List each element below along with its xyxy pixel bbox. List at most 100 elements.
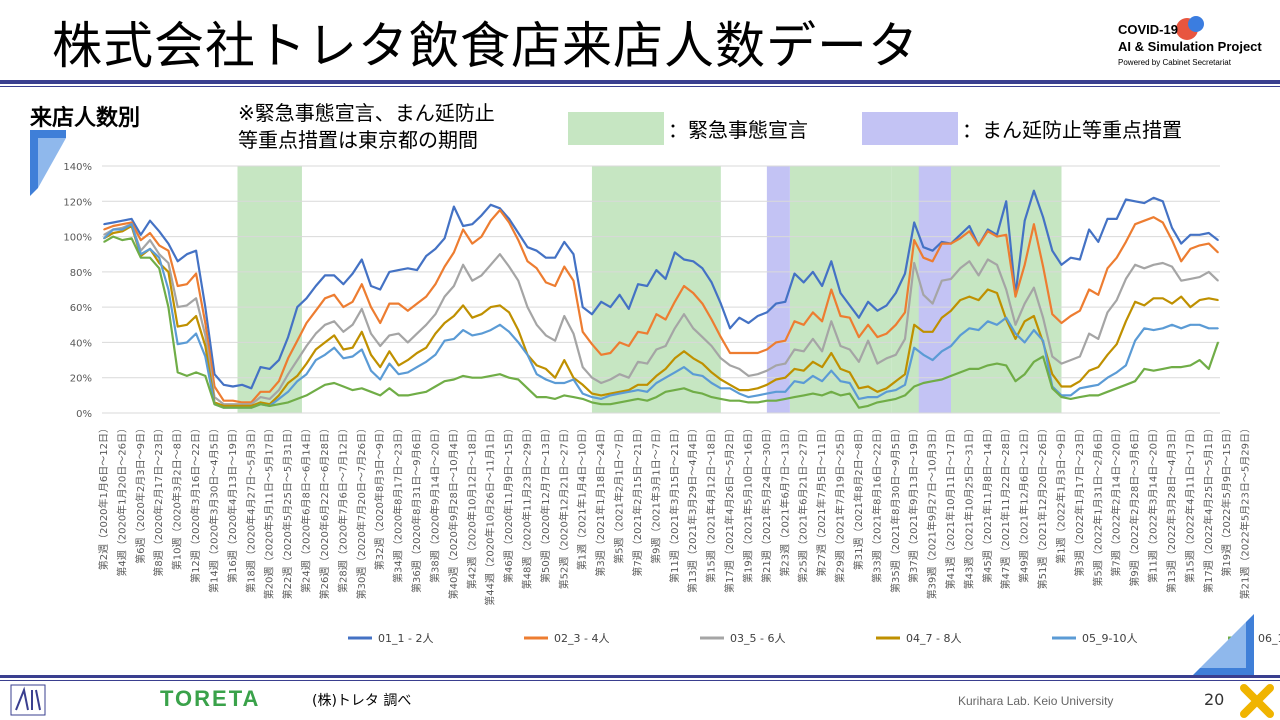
data-point bbox=[738, 352, 741, 354]
data-point bbox=[499, 209, 501, 211]
data-point bbox=[130, 223, 133, 226]
x-tick-label: 第23週（2021年6月7日～13日） bbox=[778, 423, 791, 577]
data-point bbox=[1097, 394, 1100, 397]
header-rule-thin bbox=[0, 86, 1280, 87]
data-point bbox=[1069, 256, 1072, 259]
data-point bbox=[627, 308, 630, 310]
header-rule bbox=[0, 80, 1280, 84]
data-point bbox=[158, 256, 161, 259]
data-point bbox=[821, 350, 823, 353]
data-point bbox=[167, 249, 170, 252]
data-point bbox=[167, 262, 170, 264]
data-point bbox=[941, 242, 943, 245]
data-point bbox=[572, 376, 575, 379]
data-point bbox=[1033, 189, 1035, 192]
data-point bbox=[572, 378, 575, 381]
data-point bbox=[848, 304, 851, 307]
data-point bbox=[1152, 264, 1155, 266]
data-point bbox=[1134, 339, 1136, 342]
x-tick-label: 第52週（2020年12月21日～27日） bbox=[557, 423, 570, 589]
page-title: 株式会社トレタ飲食店来店人数データ bbox=[52, 17, 919, 75]
data-point bbox=[379, 345, 381, 347]
data-point bbox=[600, 353, 602, 356]
data-point bbox=[618, 391, 621, 393]
data-point bbox=[1088, 228, 1090, 231]
data-point bbox=[1033, 329, 1035, 331]
data-point bbox=[554, 285, 556, 287]
data-point bbox=[987, 364, 989, 367]
data-point bbox=[443, 265, 446, 268]
data-point bbox=[821, 285, 823, 287]
data-point bbox=[609, 392, 612, 395]
data-point bbox=[664, 376, 667, 379]
data-point bbox=[968, 327, 971, 330]
data-point bbox=[370, 353, 372, 356]
data-point bbox=[333, 293, 335, 296]
data-point bbox=[876, 401, 879, 404]
data-point bbox=[922, 382, 925, 384]
data-point bbox=[692, 373, 695, 375]
data-point bbox=[1171, 366, 1173, 368]
data-point bbox=[664, 391, 667, 393]
data-point bbox=[342, 348, 345, 351]
data-point bbox=[867, 323, 869, 326]
y-tick-label: 40% bbox=[70, 338, 92, 349]
data-point bbox=[839, 315, 842, 317]
logo-blue-dot bbox=[1188, 16, 1204, 32]
data-point bbox=[1069, 398, 1072, 400]
data-point bbox=[425, 323, 428, 326]
data-point bbox=[913, 346, 915, 349]
data-point bbox=[664, 278, 667, 280]
data-point bbox=[867, 339, 869, 342]
data-point bbox=[342, 385, 345, 388]
data-point bbox=[775, 364, 777, 367]
data-point bbox=[351, 346, 354, 349]
data-point bbox=[655, 382, 658, 384]
data-point bbox=[535, 249, 538, 252]
x-tick-label: 第3週（2021年1月18日～24日） bbox=[594, 423, 607, 577]
data-point bbox=[977, 329, 980, 331]
data-point bbox=[517, 378, 520, 381]
data-point bbox=[186, 341, 188, 344]
data-point bbox=[931, 260, 934, 263]
data-point bbox=[793, 368, 796, 370]
data-point bbox=[1134, 264, 1136, 266]
data-point bbox=[987, 258, 989, 261]
data-point bbox=[287, 401, 289, 404]
data-point bbox=[1207, 368, 1210, 370]
data-point bbox=[784, 362, 787, 365]
data-point bbox=[388, 362, 391, 365]
data-point bbox=[1023, 341, 1026, 344]
data-point bbox=[609, 378, 612, 381]
data-point bbox=[305, 362, 308, 365]
data-point bbox=[268, 398, 271, 400]
data-point bbox=[701, 336, 704, 338]
data-point bbox=[1152, 297, 1155, 300]
data-point bbox=[941, 378, 943, 381]
data-point bbox=[407, 267, 409, 270]
x-tick-label: 第38週（2020年9月14日～20日） bbox=[428, 423, 441, 583]
data-point bbox=[996, 264, 998, 266]
data-point bbox=[720, 387, 722, 390]
data-point bbox=[241, 401, 243, 404]
data-point bbox=[1161, 262, 1164, 264]
data-point bbox=[738, 399, 741, 402]
data-point bbox=[913, 239, 915, 241]
data-point bbox=[812, 361, 814, 363]
data-point bbox=[121, 239, 124, 241]
data-point bbox=[241, 383, 243, 386]
data-point bbox=[775, 341, 777, 344]
data-point bbox=[360, 331, 363, 333]
data-point bbox=[1088, 369, 1090, 372]
data-point bbox=[195, 315, 197, 317]
data-point bbox=[655, 313, 658, 315]
data-point bbox=[462, 228, 464, 231]
data-point bbox=[922, 246, 925, 248]
data-point bbox=[167, 242, 170, 245]
data-point bbox=[1125, 364, 1127, 367]
data-point bbox=[1069, 359, 1072, 361]
mambo-legend-label: ：まん延防止等重点措置 bbox=[962, 118, 1182, 142]
x-tick-label: 第39週（2021年9月27日～10月3日） bbox=[926, 423, 939, 599]
data-point bbox=[812, 338, 814, 340]
data-point bbox=[1106, 218, 1109, 220]
